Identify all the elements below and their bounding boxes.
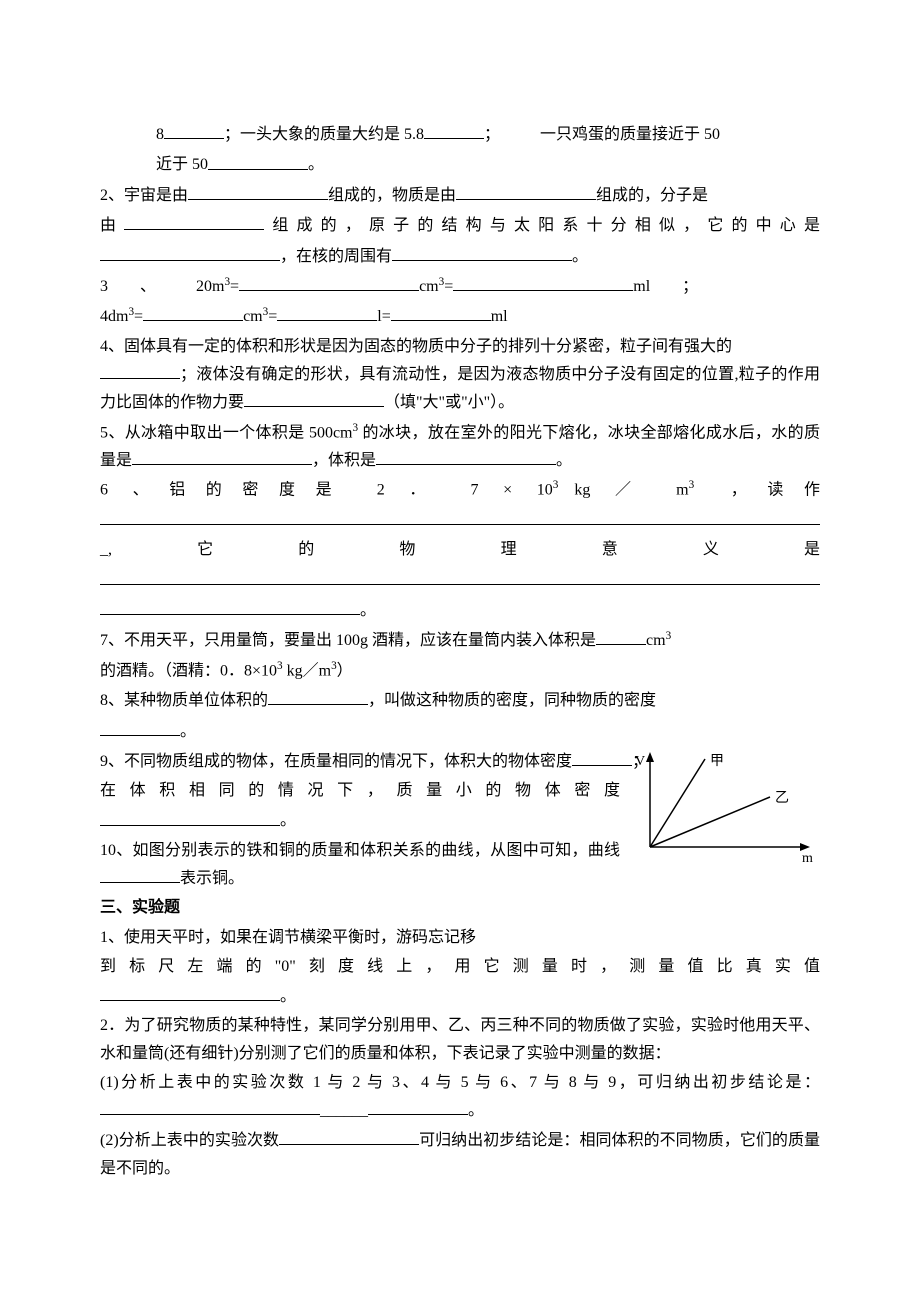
q2-c1: 组成的，分子是 [596,187,708,204]
blank [100,864,180,883]
q6-a: 6 、铝的密度是 2 ． 7 × 10 [100,482,553,499]
e2-mid: ______ [320,1102,368,1119]
line-jia [650,759,705,847]
blank [208,150,308,169]
q6-b: kg ／ m [558,482,688,499]
e1-a-pt2: 到标尺左端的"0"刻度线上，用它测量时，测量值比真实值 [100,958,820,975]
x-arrow [800,843,810,851]
section-3-heading: 三、实验题 [100,894,820,921]
blank [368,1096,468,1115]
q2-d: 组成的，原子的结构与太阳系十分相似，它的中心是 [264,217,820,234]
q3-h: = [268,308,277,325]
blank [100,506,820,525]
blank [391,302,491,321]
blank [392,242,572,261]
blank [424,120,484,139]
blank [100,242,280,261]
q2-f: 。 [572,248,588,265]
blank [277,302,377,321]
e2-c: 。 [468,1102,484,1119]
line-yi [650,797,770,847]
q2-e: ，在核的周围有 [280,248,392,265]
mass-volume-chart: V m 甲 乙 [630,747,820,867]
q2-b: 组成的，物质是由 [328,187,456,204]
q3-j: ml [491,308,508,325]
blank [100,596,360,615]
blank [100,360,180,379]
blank [132,446,312,465]
q10-a: 10、如图分别表示的铁和铜的质量和体积关系的曲线，从图中可知，曲线 [100,842,620,859]
q3-d: = [444,278,453,295]
q7-c-pre: 的酒精。（酒精：0．8×10 [100,662,277,679]
q5-c: ，体积是 [312,452,376,469]
q1-part-b: ；一头大象的质量大约是 5.8 [224,126,424,143]
q2-c2: 由 [100,217,124,234]
blank [376,446,556,465]
q3-c: cm [419,278,439,295]
q8-b: ，叫做这种物质的密度，同种物质的密度 [368,692,656,709]
q7-a: 7、不用天平，只用量筒，要量出 100g 酒精，应该在量筒内装入体积是 [100,632,596,649]
e2-a: 2．为了研究物质的某种特性，某同学分别用甲、乙、丙三种不同的物质做了实验，实验时… [100,1017,820,1061]
blank [100,806,280,825]
q7-d: kg／m [283,662,331,679]
blank [100,1096,320,1115]
q3-i: l= [377,308,390,325]
line-yi-label: 乙 [775,790,789,806]
q1-part-c: ； 一只鸡蛋的质量接近于 50 [484,126,720,143]
q4-a: 4、固体具有一定的体积和形状是因为固态的物质中分子的排列十分紧密，粒子间有强大的 [100,338,732,355]
blank [279,1126,419,1145]
e1-a-pt1: 1、使用天平时，如果在调节横梁平衡时，游码忘记移 [100,929,476,946]
q6-c: ，读作 [694,482,820,499]
blank [239,272,419,291]
blank [596,626,646,645]
q6-d: _, 它 的 物 理 意 义 是 [100,541,820,558]
exponent: 3 [666,630,672,642]
y-axis-label: V [635,754,645,769]
q1-part-a: 8 [156,126,164,143]
e2-d: (2)分析上表中的实验次数 [100,1132,279,1149]
e1-b: 。 [280,988,296,1005]
q3-a: 3 、 20m [100,278,224,295]
blank [456,181,596,200]
blank [100,717,180,736]
q9-a: 9、不同物质组成的物体，在质量相同的情况下，体积大的物体密度 [100,753,572,770]
blank [453,272,633,291]
q4-c: （填"大"或"小"）。 [384,394,514,411]
q5-d: 。 [556,452,572,469]
y-arrow [646,752,654,762]
q3-f: = [134,308,143,325]
q9-b-pre: 在体积相同的情况下，质量小的物体密度 [100,782,620,799]
q3-e1: ml ； [633,278,698,295]
q5-a: 5、从冰箱中取出一个体积是 500cm [100,424,353,441]
line-jia-label: 甲 [710,754,724,769]
blank [188,181,328,200]
blank [100,566,820,585]
blank [572,747,632,766]
blank [100,982,280,1001]
x-axis-label: m [802,851,813,866]
q10-b: 表示铜。 [180,870,244,887]
q3-e2: 4dm [100,308,128,325]
q2-a: 2、宇宙是由 [100,187,188,204]
blank [124,211,264,230]
q3-g: cm [243,308,263,325]
q6-e: 。 [360,602,376,619]
blank [268,686,368,705]
blank [244,388,384,407]
e2-b: (1)分析上表中的实验次数 1 与 2 与 3、4 与 5 与 6、7 与 8 … [100,1074,820,1091]
q8-c: 。 [180,723,196,740]
blank [143,302,243,321]
q3-b: = [230,278,239,295]
q7-e: ） [337,662,353,679]
q8-a: 8、某种物质单位体积的 [100,692,268,709]
blank [164,120,224,139]
q7-b: cm [646,632,666,649]
q9-c: 。 [280,813,296,830]
